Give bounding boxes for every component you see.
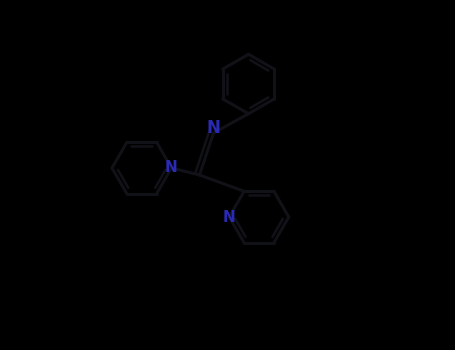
Text: N: N	[207, 119, 220, 137]
Text: N: N	[223, 210, 236, 224]
Text: N: N	[165, 161, 178, 175]
